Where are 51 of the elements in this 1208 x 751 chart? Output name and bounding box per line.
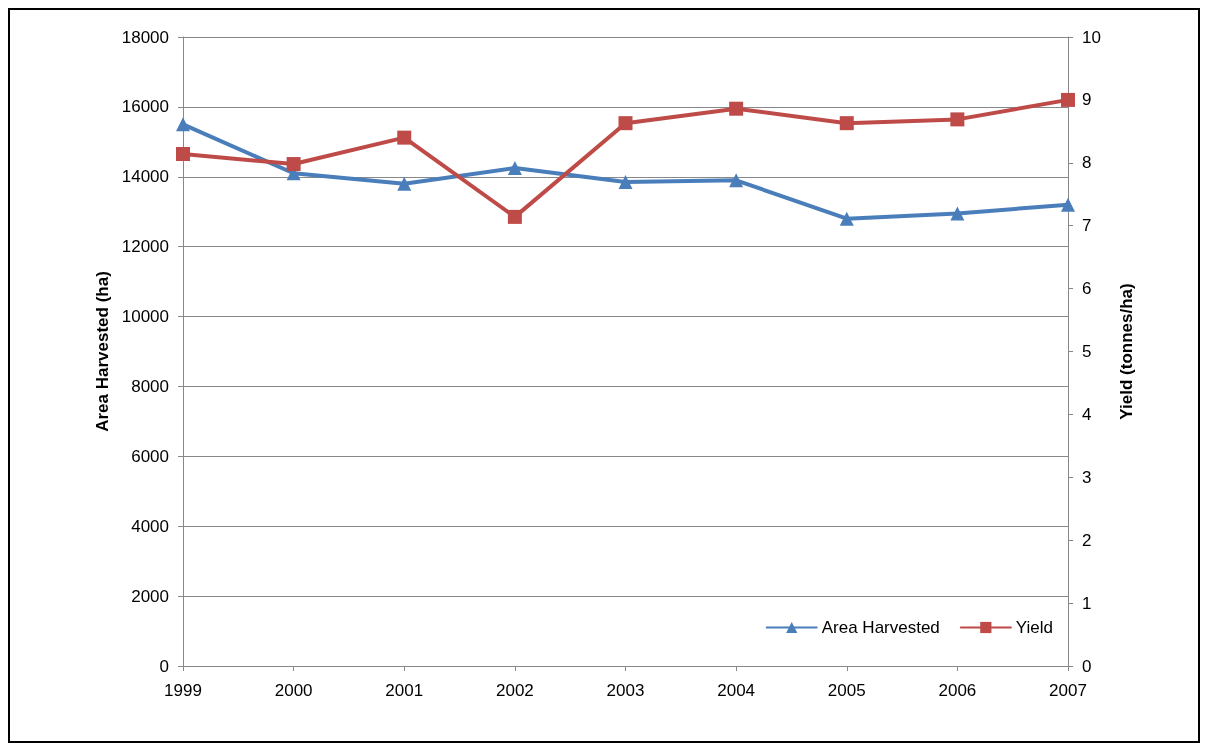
y-tick-label: 8000 (131, 376, 169, 396)
y2-tick-label: 4 (1082, 404, 1092, 424)
y2-tick-label: 2 (1082, 530, 1092, 550)
y-tick-label: 12000 (121, 237, 169, 257)
y-tick-label: 14000 (121, 167, 169, 187)
y-tick-label: 2000 (131, 586, 169, 606)
point (286, 157, 301, 172)
x-tick-label: 2005 (827, 681, 866, 700)
point (839, 116, 854, 131)
y2-tick-label: 8 (1082, 153, 1092, 173)
y2-tick-label: 0 (1082, 656, 1092, 676)
y2-tick-label: 1 (1082, 593, 1092, 613)
y2-tick-label: 10 (1082, 27, 1101, 47)
point (507, 209, 522, 224)
y2-axis-title: Yield (tonnes/ha) (1117, 283, 1136, 420)
y2-tick-label: 3 (1082, 467, 1092, 487)
point (839, 211, 854, 226)
x-tick-label: 2006 (938, 681, 977, 700)
legend-label: Yield (1015, 618, 1053, 637)
x-tick-label: 2000 (274, 681, 313, 700)
point (1061, 197, 1075, 212)
y-tick-label: 6000 (131, 446, 169, 466)
x-tick-label: 1999 (164, 681, 202, 700)
point (618, 116, 633, 131)
y2-tick-label: 9 (1082, 90, 1092, 110)
point (1061, 92, 1075, 107)
x-tick-label: 2002 (495, 681, 534, 700)
point (950, 206, 965, 221)
point (729, 173, 744, 188)
y2-tick-label: 6 (1082, 279, 1092, 299)
point (729, 101, 744, 116)
point (618, 175, 633, 190)
point (950, 112, 965, 127)
y-tick-label: 10000 (121, 307, 169, 327)
point (176, 146, 190, 161)
x-tick-label: 2003 (606, 681, 645, 700)
point (397, 176, 412, 191)
y-tick-label: 16000 (121, 97, 169, 117)
y2-tick-label: 7 (1082, 216, 1092, 236)
y2-tick-label: 5 (1082, 342, 1092, 361)
point (507, 161, 522, 176)
x-tick-label: 2001 (385, 681, 424, 700)
y-tick-label: 4000 (131, 516, 169, 536)
y-axis-title: Area Harvested (ha) (92, 271, 112, 432)
y-tick-label: 0 (159, 656, 169, 676)
y-tick-label: 18000 (121, 27, 169, 47)
point (397, 130, 412, 145)
x-tick-label: 2007 (1049, 681, 1087, 700)
x-tick-label: 2004 (717, 681, 756, 700)
point (176, 117, 190, 132)
legend-label: Area Harvested (821, 618, 940, 637)
